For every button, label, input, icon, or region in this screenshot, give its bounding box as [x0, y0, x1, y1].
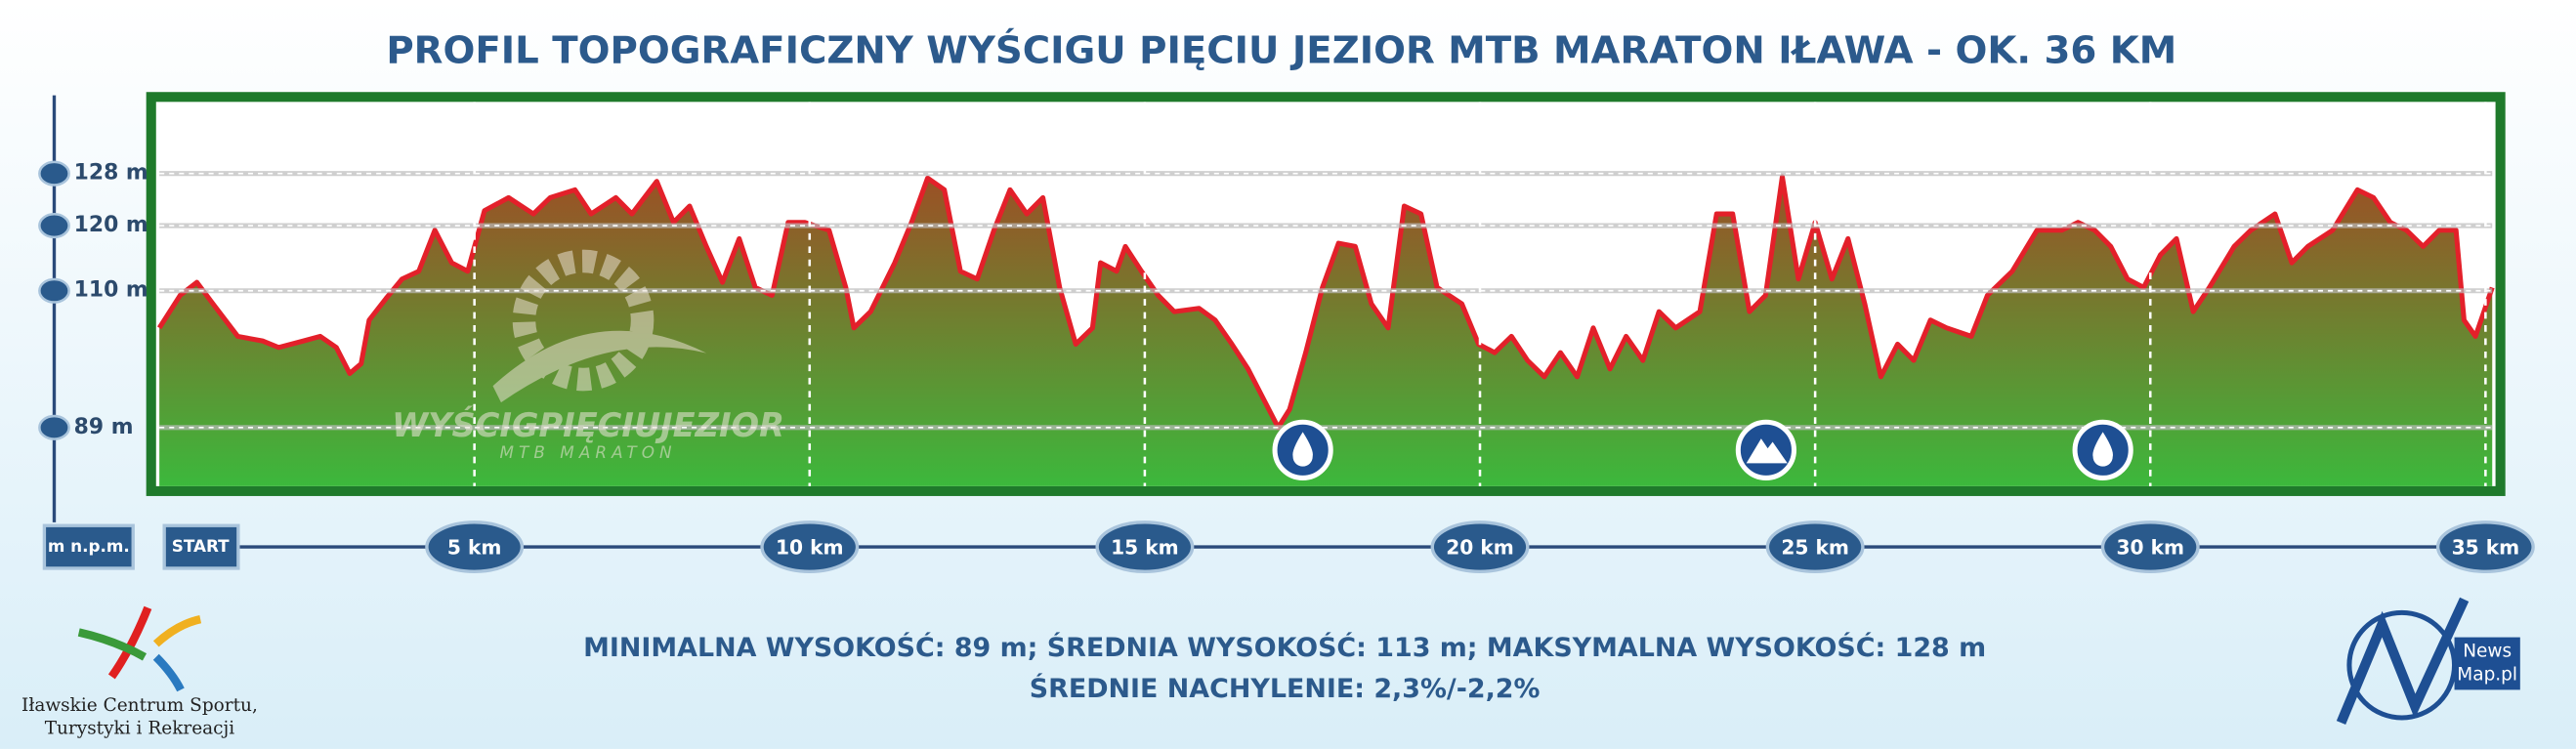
- x-tick-label: 30 km: [2116, 535, 2184, 559]
- icon-drop: [1292, 432, 1313, 467]
- x-tick-mark: [1765, 520, 1865, 573]
- y-tick-label: 110 m: [74, 278, 148, 303]
- icon-drop: [2092, 432, 2113, 467]
- watermark-wave: [492, 330, 707, 403]
- logo-text: Turystyki i Rekreacji: [45, 719, 235, 739]
- y-tick-mark: [38, 213, 70, 239]
- x-tick-label: 5 km: [447, 535, 501, 559]
- x-tick-label: 15 km: [1111, 535, 1179, 559]
- y-tick-mark: [38, 414, 70, 440]
- x-tick-mark: [760, 520, 860, 573]
- watermark: WYŚCIGPIĘCIUJEZIOR MTB MARATON: [392, 249, 784, 462]
- icon-peak: [1746, 438, 1788, 464]
- water-icon: [2072, 419, 2133, 480]
- x-tick-mark: [2100, 520, 2200, 573]
- logo-left: Iławskie Centrum Sportu, Turystyki i Rek…: [21, 605, 258, 739]
- start-box: [162, 523, 240, 570]
- y-tick-label: 89 m: [74, 415, 134, 439]
- y-axis-label-box: [42, 523, 135, 570]
- y-tick-mark: [38, 160, 70, 187]
- logo-mark: [2336, 597, 2470, 725]
- annotation: ŚREDNIE NACHYLENIE: 2,3%/-2,2%: [1030, 673, 1541, 704]
- logo-text: News: [2463, 642, 2512, 662]
- logo-right: News Map.pl: [2336, 597, 2520, 725]
- mountain-icon: [1735, 419, 1797, 480]
- y-tick-mark: [38, 277, 70, 304]
- annotation: MINIMALNA WYSOKOŚĆ: 89 m; ŚREDNIA WYSOKO…: [583, 632, 1986, 663]
- plot-area: [157, 102, 2495, 486]
- chart-title: PROFIL TOPOGRAFICZNY WYŚCIGU PIĘCIU JEZI…: [386, 26, 2176, 72]
- x-tick-label: 35 km: [2452, 535, 2520, 559]
- logo-stroke: [152, 653, 185, 692]
- x-tick-label: 10 km: [776, 535, 844, 559]
- x-tick-mark: [1430, 520, 1530, 573]
- logo-text: Iławskie Centrum Sportu,: [21, 695, 258, 716]
- y-tick-label: 120 m: [74, 213, 148, 237]
- x-tick-mark: [1095, 520, 1195, 573]
- watermark-subtext: MTB MARATON: [500, 442, 677, 462]
- logo-text: Map.pl: [2457, 664, 2517, 685]
- watermark-gear: [512, 249, 655, 392]
- logo-box: [2454, 637, 2520, 690]
- elevation-line: [157, 174, 2495, 431]
- logo-stroke: [77, 628, 148, 661]
- y-tick-label: 128 m: [74, 161, 148, 186]
- start-label: START: [172, 536, 230, 556]
- y-axis-label: m n.p.m.: [48, 536, 130, 556]
- logo-stroke: [152, 614, 202, 647]
- x-tick-mark: [425, 520, 525, 573]
- x-tick-mark: [2435, 520, 2535, 573]
- watermark-text: WYŚCIGPIĘCIUJEZIOR: [392, 405, 784, 444]
- x-tick-label: 25 km: [1781, 535, 1849, 559]
- x-tick-label: 20 km: [1446, 535, 1514, 559]
- water-icon: [1272, 419, 1333, 480]
